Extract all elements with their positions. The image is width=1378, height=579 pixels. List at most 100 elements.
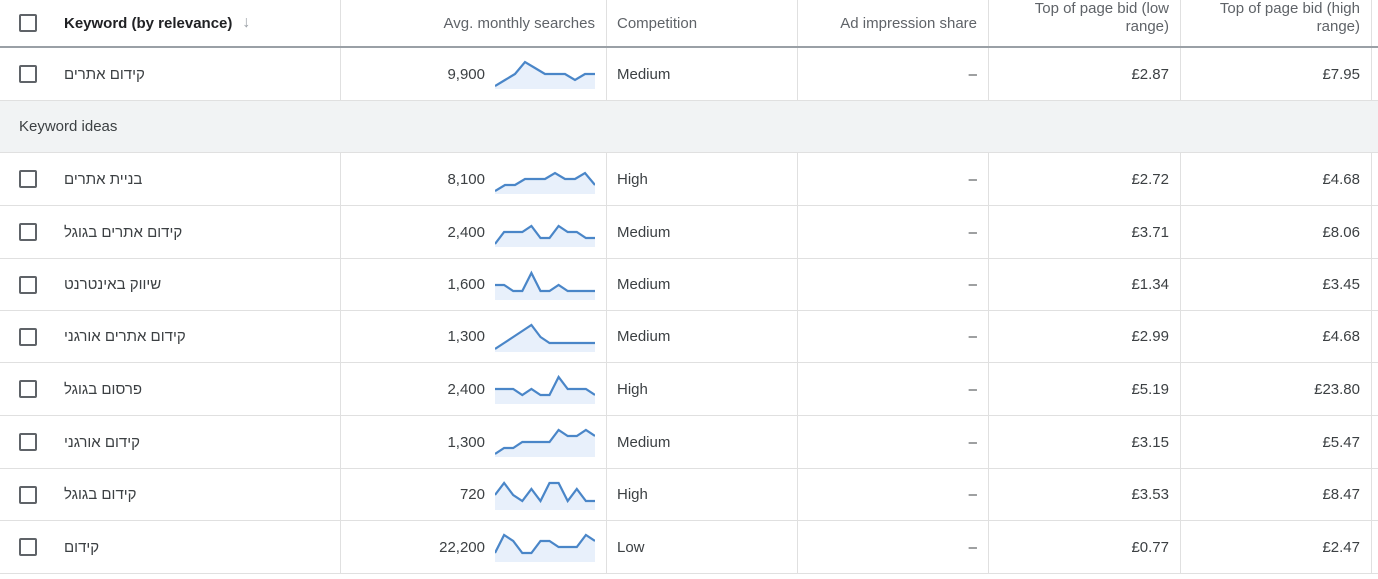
bid-low-cell: £0.77 [989,521,1181,573]
keyword-text: שיווק באינטרנט [64,276,162,293]
avg-searches-cell: 720 [341,469,607,520]
row-checkbox[interactable] [19,327,37,346]
competition-value: Medium [617,276,671,293]
competition-value: High [617,486,648,503]
bid-low-value: £3.15 [1131,433,1169,451]
impression-header-label: Ad impression share [840,14,977,32]
keyword-cell: קידום [0,521,341,573]
keyword-cell: שיווק באינטרנט [0,259,341,310]
sort-down-icon[interactable]: ↓ [242,14,251,31]
bid-low-cell: £3.15 [989,416,1181,468]
trend-sparkline [495,270,595,300]
competition-header[interactable]: Competition [607,0,798,46]
bid-low-header-label: Top of page bid (low range) [1034,0,1169,35]
row-checkbox[interactable] [19,538,37,556]
impression-cell: – [798,363,989,415]
keyword-cell: קידום אתרים בגוגל [0,206,341,258]
avg-searches-value: 1,300 [447,328,485,345]
table-row[interactable]: קידום בגוגל 720 High – £3.53 £8.47 [0,469,1378,521]
avg-searches-cell: 8,100 [341,153,607,205]
bid-high-value: £8.06 [1322,223,1360,241]
bid-low-value: £5.19 [1131,380,1169,398]
impression-cell: – [798,259,989,310]
competition-value: Medium [617,328,671,345]
table-row[interactable]: פרסום בגוגל 2,400 High – £5.19 £23.80 [0,363,1378,416]
competition-value: Medium [617,65,671,83]
section-keyword-ideas: Keyword ideas [0,101,1378,153]
row-checkbox[interactable] [19,65,37,83]
table-row[interactable]: קידום אתרים 9,900 Medium – £2.87 £7.95 [0,48,1378,101]
competition-cell: High [607,153,798,205]
keyword-cell: קידום בגוגל [0,469,341,520]
keyword-cell: קידום אורגני [0,416,341,468]
competition-cell: Medium [607,259,798,310]
bid-high-header-label: Top of page bid (high range) [1219,0,1360,35]
avg-searches-value: 720 [459,486,485,503]
impression-value: – [968,170,977,188]
avg-searches-value: 1,300 [447,433,485,451]
table-row[interactable]: קידום אורגני 1,300 Medium – £3.15 £5.47 [0,416,1378,469]
avg-searches-header[interactable]: Avg. monthly searches [341,0,607,46]
avg-searches-value: 2,400 [447,223,485,241]
bid-high-value: £3.45 [1322,276,1360,293]
impression-cell: – [798,521,989,573]
competition-cell: High [607,469,798,520]
keyword-text: קידום אתרים בגוגל [64,223,183,241]
bid-high-cell: £3.45 [1181,259,1372,310]
keyword-header[interactable]: Keyword (by relevance) ↓ [0,0,341,46]
table-row[interactable]: קידום אתרים בגוגל 2,400 Medium – £3.71 £8.06 [0,206,1378,259]
row-checkbox[interactable] [19,380,37,398]
table-row[interactable]: שיווק באינטרנט 1,600 Medium – £1.34 £3.45 [0,259,1378,311]
avg-searches-value: 8,100 [447,170,485,188]
competition-cell: Medium [607,206,798,258]
impression-header[interactable]: Ad impression share [798,0,989,46]
bid-low-header[interactable]: Top of page bid (low range) [989,0,1181,46]
row-checkbox[interactable] [19,275,37,294]
bid-low-value: £1.34 [1131,276,1169,293]
competition-value: High [617,170,648,188]
competition-cell: Low [607,521,798,573]
bid-low-value: £0.77 [1131,538,1169,556]
bid-high-value: £8.47 [1322,486,1360,503]
table-row[interactable]: בניית אתרים 8,100 High – £2.72 £4.68 [0,153,1378,206]
impression-value: – [968,433,977,451]
competition-header-label: Competition [617,14,698,32]
select-all-checkbox[interactable] [19,14,37,32]
bid-high-value: £4.68 [1322,170,1360,188]
impression-value: – [968,276,977,293]
table-row[interactable]: קידום אתרים אורגני 1,300 Medium – £2.99 £4.68 [0,311,1378,363]
bid-low-cell: £1.34 [989,259,1181,310]
table-row[interactable]: קידום 22,200 Low – £0.77 £2.47 [0,521,1378,574]
trend-sparkline [495,428,595,457]
keyword-text: בניית אתרים [64,170,143,188]
keyword-cell: קידום אתרים [0,48,341,100]
row-checkbox[interactable] [19,223,37,241]
bid-high-value: £23.80 [1314,380,1360,398]
bid-low-value: £3.53 [1131,486,1169,503]
avg-searches-cell: 1,300 [341,416,607,468]
bid-low-cell: £2.87 [989,48,1181,100]
bid-high-header[interactable]: Top of page bid (high range) [1181,0,1372,46]
bid-high-cell: £5.47 [1181,416,1372,468]
trend-sparkline [495,60,595,89]
row-checkbox[interactable] [19,170,37,188]
impression-cell: – [798,416,989,468]
row-checkbox[interactable] [19,485,37,504]
avg-header-label: Avg. monthly searches [443,14,595,32]
row-checkbox[interactable] [19,433,37,451]
keyword-text: קידום אתרים אורגני [64,328,186,345]
bid-low-cell: £3.53 [989,469,1181,520]
competition-cell: Medium [607,311,798,362]
keyword-header-label: Keyword (by relevance) [64,14,233,32]
impression-cell: – [798,311,989,362]
competition-cell: Medium [607,416,798,468]
bid-high-value: £5.47 [1322,433,1360,451]
impression-cell: – [798,153,989,205]
bid-high-value: £7.95 [1322,65,1360,83]
bid-low-value: £2.72 [1131,170,1169,188]
competition-cell: Medium [607,48,798,100]
bid-low-value: £2.99 [1131,328,1169,345]
impression-value: – [968,486,977,503]
bid-low-cell: £3.71 [989,206,1181,258]
bid-high-value: £4.68 [1322,328,1360,345]
